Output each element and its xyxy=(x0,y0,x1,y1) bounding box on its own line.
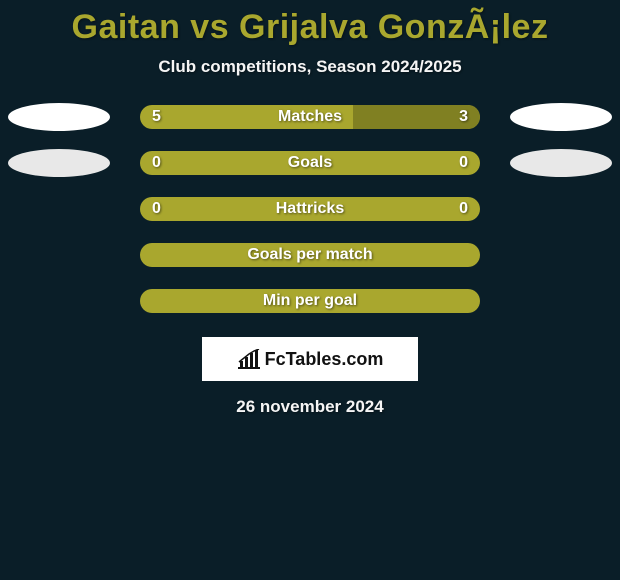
stat-rows: 5 Matches 3 0 Goals 0 0 Hattricks 0 xyxy=(0,105,620,313)
stat-label: Goals per match xyxy=(247,246,372,264)
stat-row-matches: 5 Matches 3 xyxy=(0,105,620,129)
stat-pill: 0 Hattricks 0 xyxy=(140,197,480,221)
stat-row-hattricks: 0 Hattricks 0 xyxy=(0,197,620,221)
stat-right-value: 0 xyxy=(459,154,468,172)
bar-chart-icon xyxy=(237,349,261,369)
stat-right-value: 0 xyxy=(459,200,468,218)
stat-pill: 0 Goals 0 xyxy=(140,151,480,175)
subtitle: Club competitions, Season 2024/2025 xyxy=(0,57,620,77)
left-marker-ellipse xyxy=(8,149,110,177)
stat-left-value: 0 xyxy=(152,154,161,172)
right-marker-ellipse xyxy=(510,103,612,131)
page-title: Gaitan vs Grijalva GonzÃ¡lez xyxy=(0,0,620,47)
stat-right-value: 3 xyxy=(459,108,468,126)
date-text: 26 november 2024 xyxy=(0,397,620,417)
stat-label: Goals xyxy=(288,154,332,172)
right-marker-ellipse xyxy=(510,149,612,177)
stat-left-value: 5 xyxy=(152,108,161,126)
stat-pill: Min per goal xyxy=(140,289,480,313)
brand-logo-text: FcTables.com xyxy=(265,349,384,370)
stat-pill: 5 Matches 3 xyxy=(140,105,480,129)
stat-label: Matches xyxy=(278,108,342,126)
stat-left-value: 0 xyxy=(152,200,161,218)
stat-label: Min per goal xyxy=(263,292,357,310)
brand-logo-box: FcTables.com xyxy=(202,337,418,381)
stat-row-goals-per-match: Goals per match xyxy=(0,243,620,267)
comparison-infographic: Gaitan vs Grijalva GonzÃ¡lez Club compet… xyxy=(0,0,620,580)
stat-label: Hattricks xyxy=(276,200,344,218)
stat-row-goals: 0 Goals 0 xyxy=(0,151,620,175)
stat-row-min-per-goal: Min per goal xyxy=(0,289,620,313)
stat-pill: Goals per match xyxy=(140,243,480,267)
left-marker-ellipse xyxy=(8,103,110,131)
